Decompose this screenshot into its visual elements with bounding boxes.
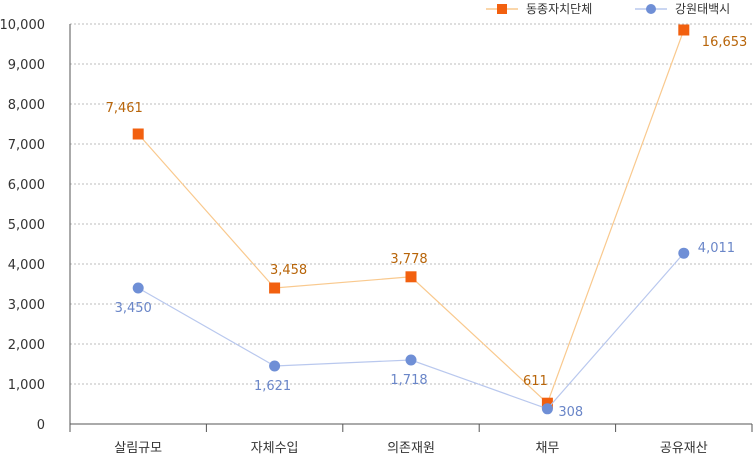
x-tick-label: 채무 (535, 441, 559, 456)
y-tick-label: 9,000 (8, 58, 45, 73)
legend-label: 동종자치단체 (526, 2, 592, 16)
legend-circle-marker (646, 4, 656, 14)
series-layer (132, 24, 690, 415)
y-tick-label: 3,000 (8, 298, 45, 313)
y-tick-label: 8,000 (8, 98, 45, 113)
data-label: 1,621 (254, 379, 291, 394)
data-label: 1,718 (390, 373, 427, 388)
x-tick-label: 자체수입 (251, 441, 299, 456)
y-tick-label: 2,000 (8, 338, 45, 353)
y-tick-label: 1,000 (8, 378, 45, 393)
data-point-square (541, 397, 553, 409)
y-tick-label: 6,000 (8, 178, 45, 193)
data-point-circle (541, 403, 553, 415)
legend-label: 강원태백시 (675, 2, 730, 16)
grid-lines (70, 23, 752, 385)
data-point-circle (132, 282, 144, 294)
y-tick-label: 7,000 (8, 138, 45, 153)
legend-square-marker (497, 4, 507, 14)
data-point-circle (678, 247, 690, 259)
x-tick-label: 살림규모 (114, 441, 162, 456)
data-labels: 7,461 3,458 3,778 611 16,653 3,450 1,621 1,718 3… (106, 35, 748, 420)
data-point-square (678, 24, 690, 36)
data-point-square (132, 128, 144, 140)
data-label: 308 (558, 405, 583, 420)
y-tick-label: 5,000 (8, 218, 45, 233)
data-label: 7,461 (106, 101, 143, 116)
y-tick-label: 10,000 (0, 18, 45, 33)
data-label: 3,458 (270, 263, 307, 278)
x-tick-label: 공유재산 (660, 441, 708, 456)
legend: 동종자치단체 강원태백시 (486, 2, 730, 16)
data-point-square (269, 282, 281, 294)
data-point-circle (405, 354, 417, 366)
axes (69, 24, 753, 432)
data-point-circle (269, 360, 281, 372)
y-tick-labels: 0 1,000 2,000 3,000 4,000 5,000 6,000 7,000 8,00… (0, 18, 45, 433)
x-tick-labels: 살림규모 자체수입 의존재원 채무 공유재산 (114, 441, 707, 456)
data-point-square (405, 271, 417, 283)
data-label: 611 (523, 374, 548, 389)
x-tick-label: 의존재원 (387, 441, 435, 456)
data-label: 4,011 (698, 241, 735, 256)
data-label: 3,450 (115, 301, 152, 316)
data-label: 3,778 (390, 252, 427, 267)
data-label: 16,653 (702, 35, 748, 50)
y-tick-label: 0 (37, 418, 45, 433)
y-tick-label: 4,000 (8, 258, 45, 273)
